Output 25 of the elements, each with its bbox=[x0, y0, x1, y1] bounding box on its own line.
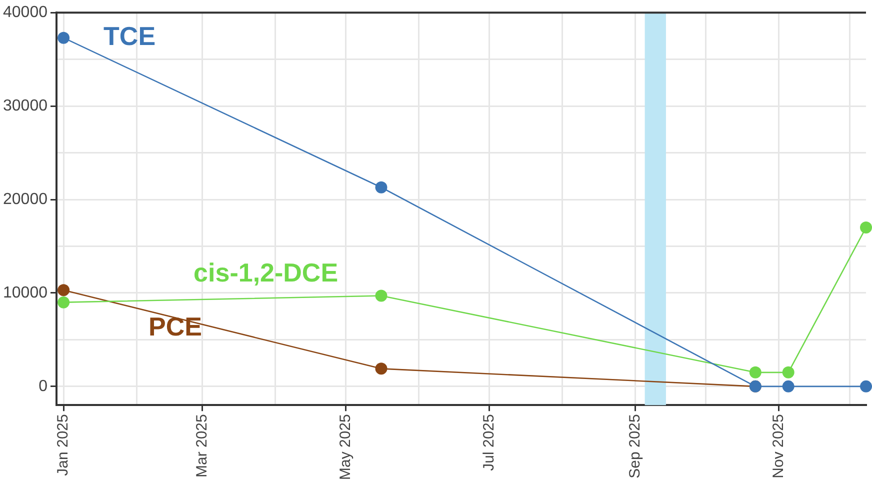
point bbox=[782, 380, 794, 392]
x-tick-label: Mar 2025 bbox=[194, 414, 211, 478]
y-tick-label: 30000 bbox=[2, 97, 48, 114]
point bbox=[58, 284, 70, 296]
point bbox=[58, 32, 70, 44]
series-label: TCE bbox=[104, 21, 156, 52]
x-tick-label: Jan 2025 bbox=[54, 414, 72, 476]
y-tick-label: 0 bbox=[38, 378, 48, 395]
series-label: cis-1,2-DCE bbox=[194, 257, 338, 288]
point bbox=[860, 380, 872, 392]
series-label: PCE bbox=[148, 311, 202, 342]
point bbox=[749, 366, 762, 378]
x-tick-label: Jul 2025 bbox=[480, 414, 498, 471]
point bbox=[58, 296, 70, 308]
point bbox=[782, 366, 794, 378]
y-tick-label: 20000 bbox=[2, 190, 48, 208]
x-tick-label: Nov 2025 bbox=[770, 414, 788, 478]
point bbox=[375, 290, 388, 302]
point bbox=[860, 222, 872, 234]
y-tick-label: 40000 bbox=[2, 4, 48, 22]
point bbox=[375, 181, 388, 194]
x-tick-label: May 2025 bbox=[337, 414, 354, 480]
x-tick-label: Sep 2025 bbox=[626, 414, 644, 478]
y-tick-label: 10000 bbox=[2, 284, 48, 302]
point bbox=[375, 362, 388, 375]
